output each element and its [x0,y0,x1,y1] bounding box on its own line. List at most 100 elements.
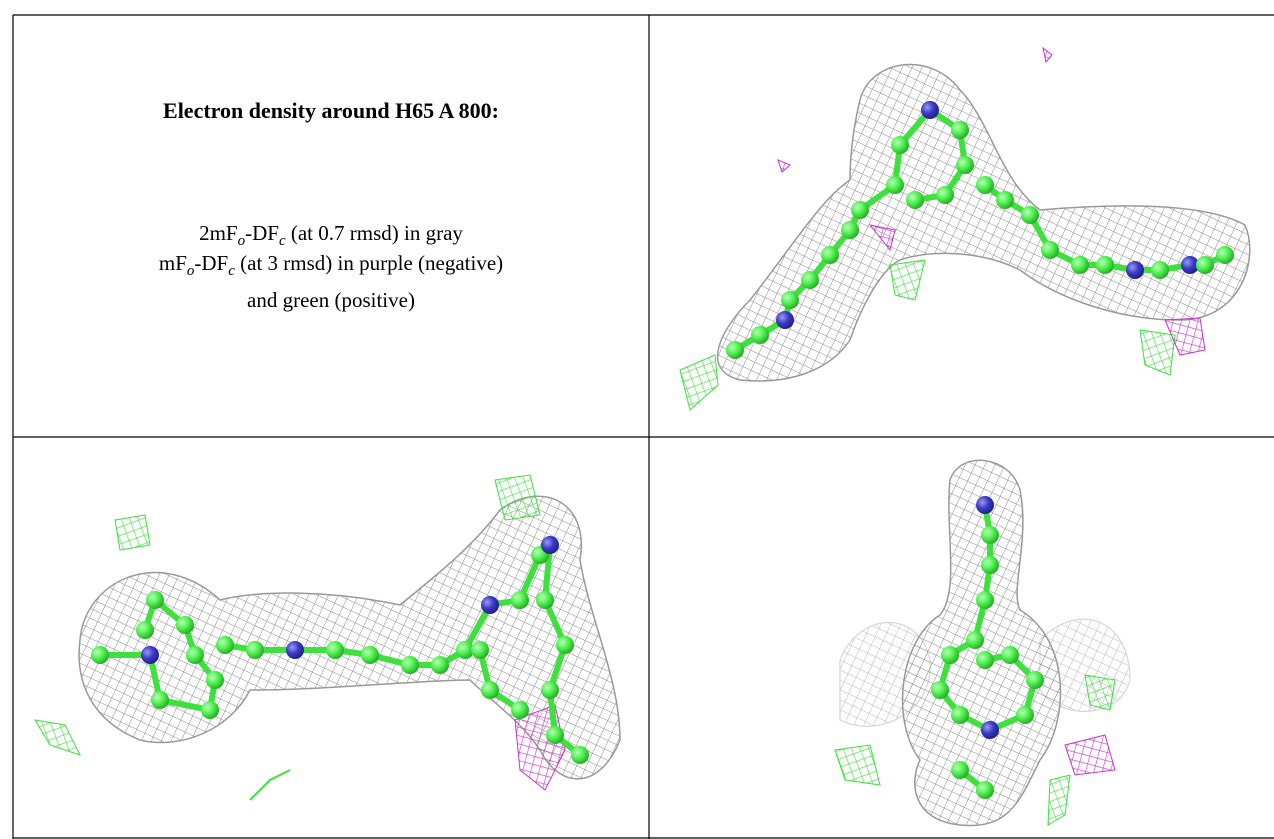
purple-mesh [777,159,791,173]
carbon-atom [781,291,799,309]
carbon-atom [891,136,909,154]
carbon-atom [216,636,234,654]
carbon-atom [136,621,154,639]
green-mesh [34,719,81,756]
carbon-atom [931,681,949,699]
carbon-atom [456,641,474,659]
caption-cell: Electron density around H65 A 800: 2mFo-… [14,16,648,436]
carbon-atom [1001,646,1019,664]
carbon-atom [326,641,344,659]
density-view-1 [679,46,1251,411]
carbon-atom [151,691,169,709]
carbon-atom [571,746,589,764]
bond [542,542,553,603]
carbon-atom [91,646,109,664]
carbon-atom [821,246,839,264]
purple-mesh [868,224,896,252]
carbon-atom [1071,256,1089,274]
green-mesh [249,769,291,801]
carbon-atom [726,341,744,359]
carbon-atom [1016,706,1034,724]
carbon-atom [981,526,999,544]
nitrogen-atom [776,311,794,329]
carbon-atom [1216,246,1234,264]
carbon-atom [996,191,1014,209]
nitrogen-atom [286,641,304,659]
carbon-atom [431,656,449,674]
carbon-atom [976,781,994,799]
green-mesh [834,744,881,786]
carbon-atom [1026,671,1044,689]
purple-mesh [1042,46,1053,64]
nitrogen-atom [981,721,999,739]
text: and green (positive) [247,288,415,312]
carbon-atom [956,156,974,174]
subscript: c [278,233,286,250]
carbon-atom [176,616,194,634]
green-mesh [679,354,719,411]
carbon-atom [546,726,564,744]
carbon-atom [976,176,994,194]
carbon-atom [556,636,574,654]
carbon-atom [401,656,419,674]
nitrogen-atom [541,536,559,554]
carbon-atom [201,701,219,719]
nitrogen-atom [1126,261,1144,279]
carbon-atom [951,121,969,139]
nitrogen-atom [141,646,159,664]
carbon-atom [906,191,924,209]
caption-line: 2mFo-DFc (at 0.7 rmsd) in gray [14,221,648,250]
carbon-atom [976,591,994,609]
green-mesh [889,259,926,301]
carbon-atom [511,591,529,609]
green-mesh [494,474,541,521]
nitrogen-atom [976,496,994,514]
nitrogen-atom [921,101,939,119]
carbon-atom [1151,261,1169,279]
text: -DF [245,221,279,245]
nitrogen-atom [481,596,499,614]
carbon-atom [851,201,869,219]
purple-mesh [1164,317,1206,356]
nitrogen-atom [1181,256,1199,274]
carbon-atom [936,186,954,204]
carbon-atom [246,641,264,659]
subscript: c [228,263,235,280]
carbon-atom [541,681,559,699]
carbon-atom [751,326,769,344]
text: (at 3 rmsd) in purple (negative) [234,251,504,275]
density-view-2 [34,474,621,801]
carbon-atom [976,651,994,669]
text: -DF [194,251,229,275]
carbon-atom [951,706,969,724]
carbon-atom [361,646,379,664]
green-mesh [1047,774,1071,826]
carbon-atom [481,681,499,699]
carbon-atom [1096,256,1114,274]
carbon-atom [1041,241,1059,259]
table-borders [12,14,1274,839]
carbon-atom [511,701,529,719]
green-mesh [1084,674,1116,711]
text: mF [158,251,187,275]
carbon-atom [801,271,819,289]
carbon-atom [941,646,959,664]
caption-line: and green (positive) [14,288,648,313]
atoms [91,101,1234,799]
carbon-atom [951,761,969,779]
subscript: o [237,233,246,250]
carbon-atom [471,641,489,659]
purple-mesh [1064,734,1116,776]
carbon-atom [886,176,904,194]
caption-line: mFo-DFc (at 3 rmsd) in purple (negative) [14,251,648,280]
carbon-atom [146,591,164,609]
carbon-atom [981,556,999,574]
green-mesh [114,514,151,551]
carbon-atom [1021,206,1039,224]
subscript: o [186,263,195,280]
text: (at 0.7 rmsd) in gray [285,221,463,245]
carbon-atom [186,646,204,664]
text: 2mF [199,221,238,245]
